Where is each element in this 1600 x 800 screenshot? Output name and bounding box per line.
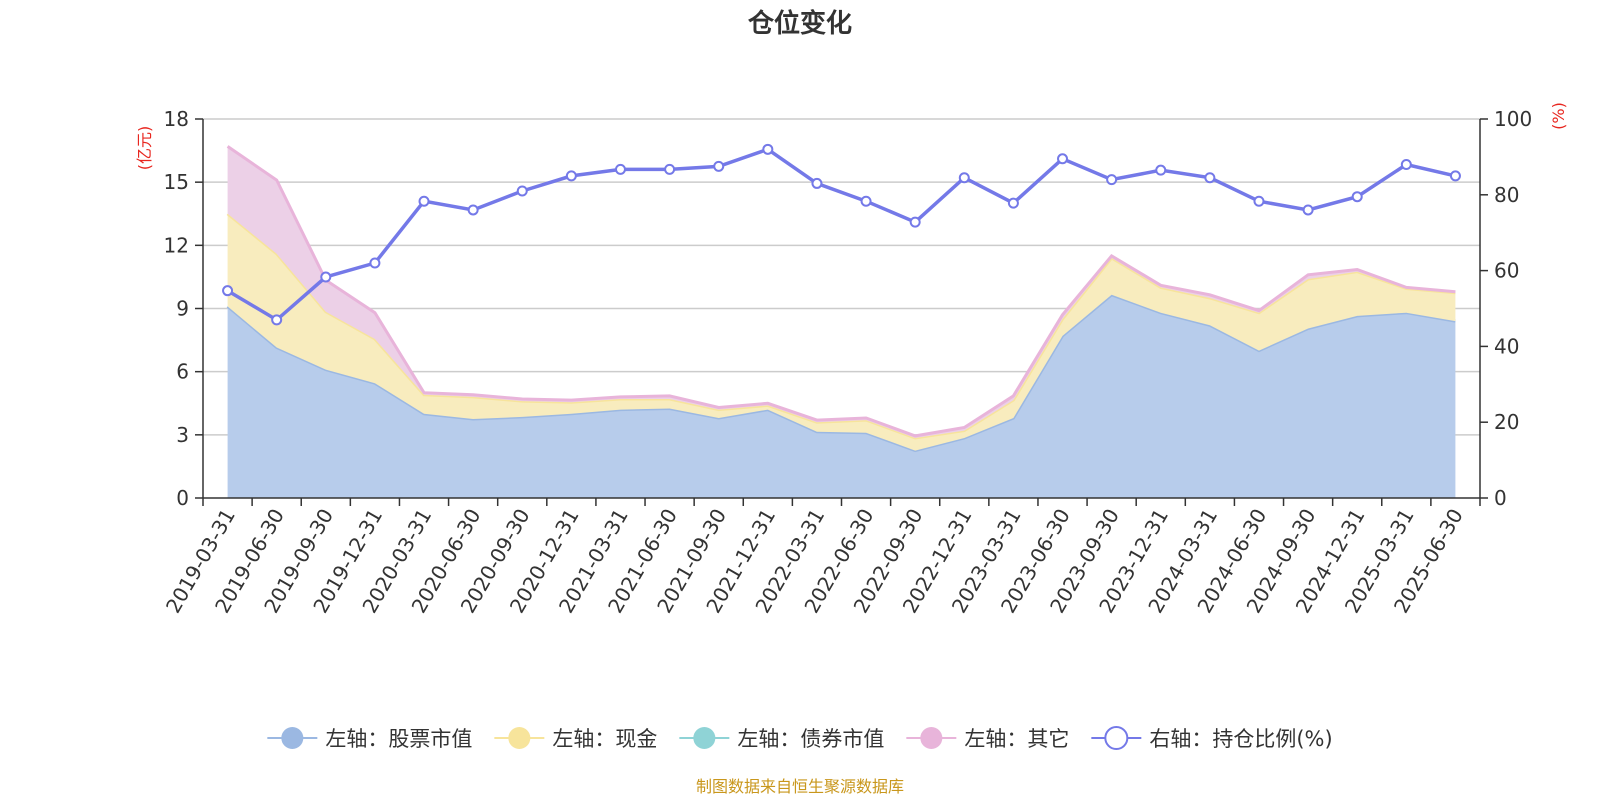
data-point — [1400, 158, 1412, 170]
line-series — [222, 143, 1461, 326]
data-point — [1302, 204, 1314, 216]
right-axis-unit: (%) — [1549, 102, 1568, 130]
left-tick-label: 3 — [176, 423, 189, 447]
area-edge-左轴：其它 — [226, 145, 1456, 438]
data-point — [860, 195, 872, 207]
right-tick-label: 20 — [1494, 410, 1519, 434]
left-tick-label: 0 — [176, 486, 189, 510]
legend-item: 左轴：其它 — [906, 727, 1069, 751]
left-tick-label: 6 — [176, 360, 189, 384]
legend-marker — [508, 727, 531, 749]
data-point — [516, 185, 528, 197]
left-tick-label: 18 — [164, 107, 189, 131]
chart-title: 仓位变化 — [747, 8, 852, 39]
source-note: 制图数据来自恒生聚源数据库 — [696, 777, 904, 796]
data-point — [320, 271, 332, 283]
area-左轴：股票市值 — [227, 294, 1456, 498]
data-point — [958, 172, 970, 184]
legend-marker — [920, 727, 943, 749]
data-point — [1253, 195, 1265, 207]
legend-marker — [1104, 726, 1129, 750]
data-point — [909, 216, 921, 228]
position-ratio-line — [226, 147, 1456, 323]
legend-item: 左轴：债券市值 — [679, 727, 884, 751]
left-tick-label: 12 — [164, 233, 189, 257]
data-point — [1106, 174, 1118, 186]
right-tick-label: 0 — [1494, 486, 1507, 510]
left-axis-unit: (亿元) — [135, 126, 154, 171]
left-tick-label: 9 — [176, 297, 189, 321]
legend-marker — [693, 727, 716, 749]
data-point — [1351, 191, 1363, 203]
data-point — [467, 204, 479, 216]
data-point — [664, 163, 676, 175]
data-point — [1007, 197, 1019, 209]
legend-label: 左轴：债券市值 — [737, 727, 884, 751]
data-point — [222, 285, 234, 297]
area-series — [226, 145, 1456, 498]
legend: 左轴：股票市值 左轴：现金 左轴：债券市值 左轴：其它 右轴：持仓比例(%) — [267, 726, 1333, 751]
legend-label: 右轴：持仓比例(%) — [1149, 727, 1332, 751]
data-point — [271, 314, 283, 326]
right-tick-label: 100 — [1494, 107, 1532, 131]
data-point — [713, 160, 725, 172]
legend-label: 左轴：其它 — [964, 727, 1069, 751]
legend-marker — [281, 727, 304, 749]
data-point — [762, 143, 774, 155]
right-tick-label: 60 — [1494, 259, 1519, 283]
data-point — [1204, 172, 1216, 184]
legend-item: 右轴：持仓比例(%) — [1091, 726, 1333, 751]
data-point — [1057, 153, 1069, 165]
right-tick-label: 80 — [1494, 183, 1519, 207]
data-point — [565, 170, 577, 182]
right-tick-label: 40 — [1494, 334, 1519, 358]
legend-item: 左轴：现金 — [494, 727, 657, 751]
data-point — [418, 195, 430, 207]
data-point — [369, 257, 381, 269]
data-point — [614, 163, 626, 175]
data-point — [1155, 164, 1167, 176]
left-tick-label: 15 — [164, 170, 189, 194]
legend-label: 左轴：现金 — [552, 727, 657, 751]
legend-label: 左轴：股票市值 — [325, 727, 472, 751]
data-point — [1449, 170, 1461, 182]
data-point — [811, 177, 823, 189]
legend-item: 左轴：股票市值 — [267, 727, 472, 751]
